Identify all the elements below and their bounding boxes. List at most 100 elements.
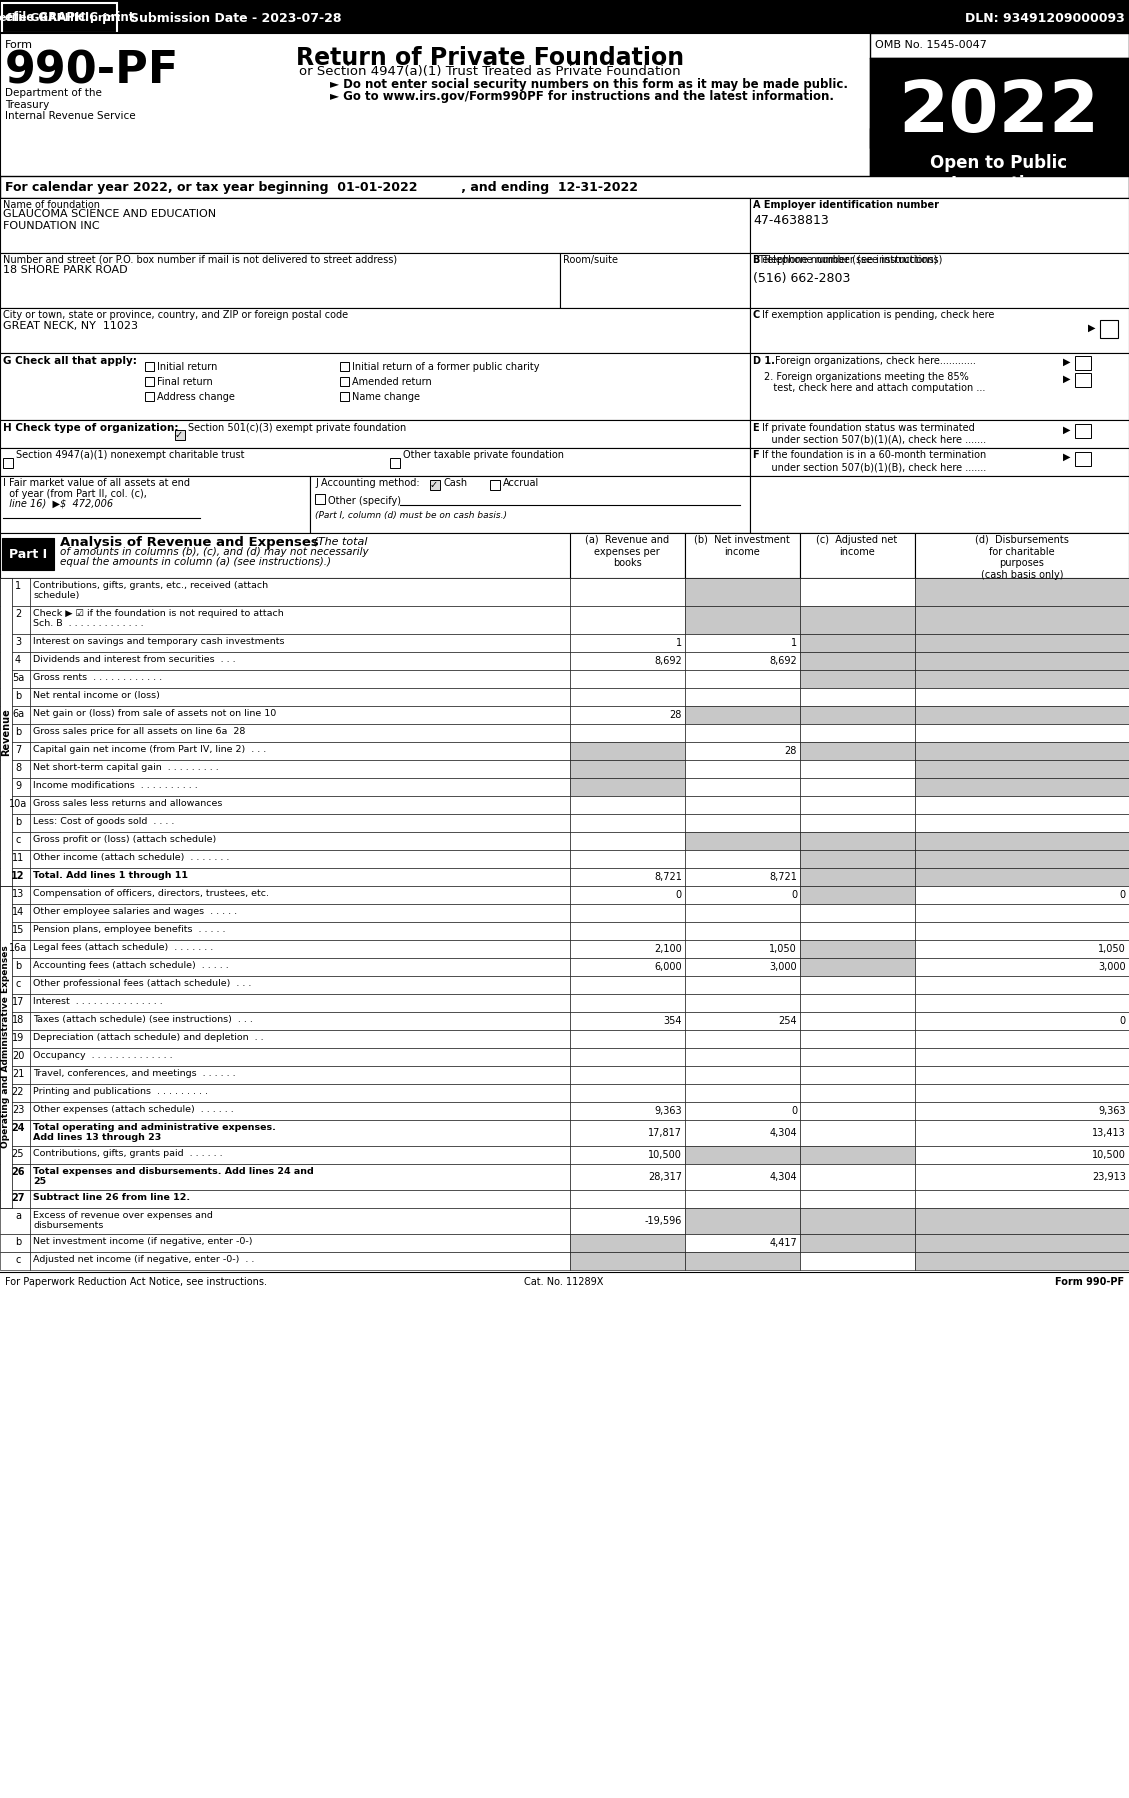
Text: Net rental income or (loss): Net rental income or (loss) bbox=[33, 690, 160, 699]
Text: Add lines 13 through 23: Add lines 13 through 23 bbox=[33, 1133, 161, 1142]
Text: 16a: 16a bbox=[9, 942, 27, 953]
Bar bbox=[750, 421, 1129, 448]
Bar bbox=[570, 1030, 685, 1048]
Bar bbox=[800, 1048, 914, 1066]
Bar bbox=[0, 707, 30, 725]
Bar bbox=[914, 940, 1129, 958]
Bar bbox=[340, 361, 349, 370]
Bar bbox=[30, 1048, 570, 1066]
Text: b: b bbox=[15, 960, 21, 971]
Bar bbox=[750, 254, 1129, 307]
Bar bbox=[800, 577, 914, 606]
Text: Form: Form bbox=[5, 40, 33, 50]
Text: Foreign organizations, check here............: Foreign organizations, check here.......… bbox=[774, 356, 975, 367]
Text: Return of Private Foundation: Return of Private Foundation bbox=[296, 47, 684, 70]
Bar bbox=[340, 392, 349, 401]
Bar bbox=[0, 1163, 30, 1190]
Bar bbox=[914, 1030, 1129, 1048]
Text: H Check type of organization:: H Check type of organization: bbox=[3, 423, 178, 433]
Bar bbox=[914, 606, 1129, 635]
Text: 17: 17 bbox=[11, 998, 24, 1007]
Text: 28: 28 bbox=[785, 746, 797, 755]
Bar bbox=[570, 1084, 685, 1102]
Text: Room/suite: Room/suite bbox=[563, 255, 618, 264]
Bar bbox=[30, 994, 570, 1012]
Bar bbox=[914, 1084, 1129, 1102]
Bar bbox=[800, 886, 914, 904]
Bar bbox=[3, 458, 14, 467]
Text: Other expenses (attach schedule)  . . . . . .: Other expenses (attach schedule) . . . .… bbox=[33, 1106, 234, 1115]
Bar bbox=[800, 671, 914, 689]
Bar bbox=[30, 635, 570, 653]
Bar bbox=[30, 976, 570, 994]
Bar bbox=[914, 1163, 1129, 1190]
Text: Total. Add lines 1 through 11: Total. Add lines 1 through 11 bbox=[33, 870, 189, 879]
Text: 1: 1 bbox=[676, 638, 682, 647]
Text: Name of foundation: Name of foundation bbox=[3, 200, 100, 210]
Bar bbox=[914, 532, 1129, 577]
Text: Contributions, gifts, grants, etc., received (attach: Contributions, gifts, grants, etc., rece… bbox=[33, 581, 268, 590]
Text: 9: 9 bbox=[15, 780, 21, 791]
Bar bbox=[914, 1233, 1129, 1251]
Bar bbox=[570, 653, 685, 671]
Bar bbox=[570, 940, 685, 958]
Bar bbox=[30, 653, 570, 671]
Text: 0: 0 bbox=[1120, 890, 1126, 901]
Bar bbox=[685, 797, 800, 814]
Text: of year (from Part II, col. (c),: of year (from Part II, col. (c), bbox=[3, 489, 147, 500]
Bar bbox=[914, 1190, 1129, 1208]
Bar bbox=[1075, 372, 1091, 387]
Bar bbox=[800, 940, 914, 958]
Bar bbox=[685, 689, 800, 707]
Bar bbox=[800, 761, 914, 779]
Bar bbox=[914, 671, 1129, 689]
Text: Net investment income (if negative, enter -0-): Net investment income (if negative, ente… bbox=[33, 1237, 253, 1246]
Text: ▶: ▶ bbox=[1064, 424, 1070, 435]
Text: 13,413: 13,413 bbox=[1092, 1127, 1126, 1138]
Text: (c)  Adjusted net
income: (c) Adjusted net income bbox=[816, 536, 898, 557]
Bar bbox=[570, 725, 685, 743]
Bar bbox=[30, 850, 570, 868]
Bar bbox=[570, 1066, 685, 1084]
Text: J Accounting method:: J Accounting method: bbox=[315, 478, 420, 487]
Text: 0: 0 bbox=[1120, 1016, 1126, 1027]
Text: line 16)  ▶$  472,006: line 16) ▶$ 472,006 bbox=[3, 500, 113, 509]
Text: Capital gain net income (from Part IV, line 2)  . . .: Capital gain net income (from Part IV, l… bbox=[33, 744, 266, 753]
Text: Interest  . . . . . . . . . . . . . . .: Interest . . . . . . . . . . . . . . . bbox=[33, 998, 163, 1007]
Bar bbox=[914, 1048, 1129, 1066]
Bar bbox=[570, 922, 685, 940]
Bar bbox=[914, 1145, 1129, 1163]
Bar bbox=[0, 176, 1129, 198]
Text: 0: 0 bbox=[791, 1106, 797, 1117]
Bar bbox=[800, 922, 914, 940]
Text: c: c bbox=[16, 1255, 20, 1266]
Text: 6,000: 6,000 bbox=[655, 962, 682, 973]
Bar bbox=[685, 606, 800, 635]
Bar bbox=[340, 378, 349, 387]
Text: ▶: ▶ bbox=[1064, 358, 1070, 367]
Bar bbox=[800, 1145, 914, 1163]
Bar bbox=[30, 1190, 570, 1208]
Text: 2022: 2022 bbox=[899, 77, 1100, 147]
Bar bbox=[914, 743, 1129, 761]
Text: or Section 4947(a)(1) Trust Treated as Private Foundation: or Section 4947(a)(1) Trust Treated as P… bbox=[299, 65, 681, 77]
Bar bbox=[30, 1066, 570, 1084]
Bar bbox=[685, 653, 800, 671]
Bar bbox=[0, 1084, 30, 1102]
Text: 23,913: 23,913 bbox=[1092, 1172, 1126, 1181]
Bar bbox=[685, 994, 800, 1012]
Bar bbox=[30, 814, 570, 832]
Text: 20: 20 bbox=[11, 1052, 24, 1061]
Bar bbox=[0, 653, 30, 671]
Text: OMB No. 1545-0047: OMB No. 1545-0047 bbox=[875, 40, 987, 50]
Text: 11: 11 bbox=[12, 852, 24, 863]
Text: 2,100: 2,100 bbox=[654, 944, 682, 955]
Bar bbox=[0, 577, 30, 606]
Bar bbox=[800, 1102, 914, 1120]
Bar bbox=[685, 761, 800, 779]
Text: Other income (attach schedule)  . . . . . . .: Other income (attach schedule) . . . . .… bbox=[33, 852, 229, 861]
Text: Open to Public
Inspection: Open to Public Inspection bbox=[930, 155, 1068, 192]
Bar bbox=[0, 1190, 30, 1208]
Bar bbox=[800, 1163, 914, 1190]
Bar bbox=[0, 1066, 30, 1084]
